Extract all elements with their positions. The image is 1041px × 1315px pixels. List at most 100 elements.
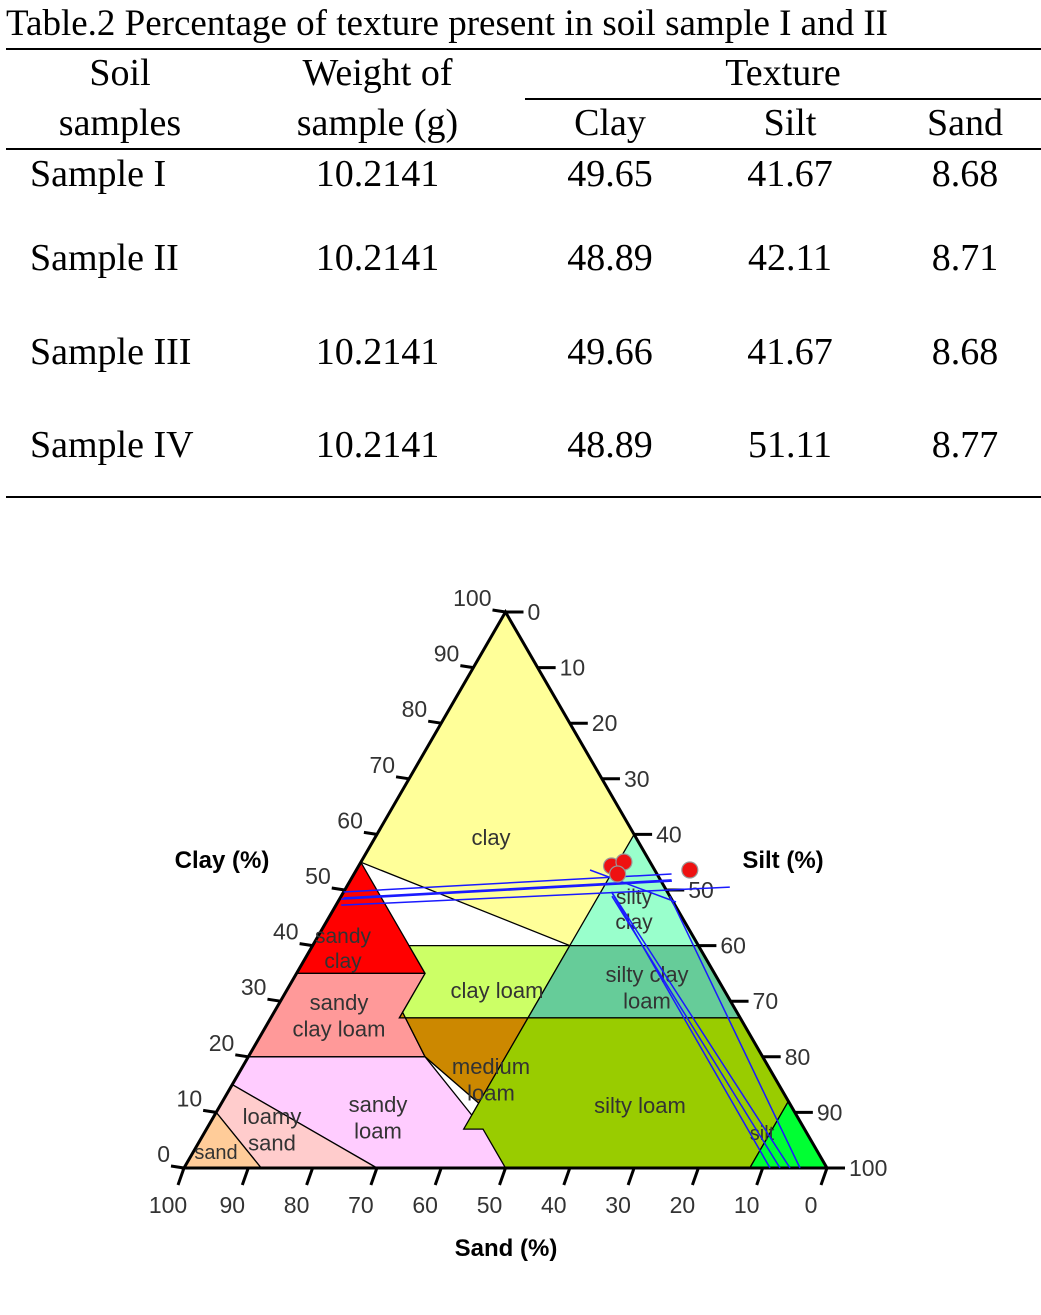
region-label-sandy-loam: sandy loam [349,1092,408,1143]
region-label-silty-clay-loam: silty clay loam [605,962,688,1013]
clay-tick-mark [427,719,442,725]
clay-tick-label: 10 [177,1085,203,1111]
header-bottom-rule [6,148,1041,150]
silt-tick-label: 40 [656,821,682,847]
clay-tick-mark [363,830,378,836]
header-silt: Silt [763,102,817,144]
sand-tick-label: 50 [477,1192,503,1218]
sample-weight: 10.2141 [315,237,440,279]
region-label-silty-loam: silty loam [594,1093,686,1118]
silt-tick-label: 50 [688,877,714,903]
header-texture: Texture [725,52,841,94]
sand-axis-title: Sand (%) [455,1235,558,1262]
sample-clay: 49.66 [567,331,653,373]
sample-silt: 41.67 [747,331,833,373]
sample-name: Sample II [30,237,179,279]
clay-tick-label: 70 [369,752,395,778]
silt-tick-label: 30 [624,766,650,792]
silt-tick-label: 100 [849,1155,887,1181]
sample-point [608,865,627,883]
table-bottom-rule [6,496,1041,498]
sand-tick-label: 40 [541,1192,567,1218]
clay-tick-label: 0 [157,1141,170,1167]
sample-silt: 41.67 [747,153,833,195]
sand-guide-line [669,895,801,1169]
silt-tick-label: 80 [785,1044,811,1070]
header-sand: Sand [927,102,1003,144]
sample-name: Sample III [30,331,192,373]
region-label-sandy-clay: sandy clay [315,925,372,973]
header-soil-samples-line2: samples [58,102,182,144]
clay-guide-line [341,880,672,900]
sand-tick-mark [176,1167,186,1186]
clay-tick-mark [267,997,281,1003]
silt-guide-line [589,869,677,903]
clay-tick-label: 30 [241,974,267,1000]
sand-tick-mark [562,1167,572,1186]
silt-tick-label: 60 [720,933,746,959]
region-label-sandy-clay-loam: sandy clay loam [293,990,386,1041]
table-top-rule [6,48,1041,50]
silt-tick-label: 0 [528,599,541,625]
sample-clay: 48.89 [567,424,653,466]
clay-tick-label: 60 [337,807,363,833]
table-caption: Table.2 Percentage of texture present in… [6,3,889,44]
region-label-clay: clay [471,825,510,850]
clay-tick-label: 20 [209,1030,235,1056]
sample-weight: 10.2141 [315,153,440,195]
sample-sand: 8.68 [931,331,999,373]
sample-silt: 51.11 [747,424,833,466]
header-weight-line1: Weight of [302,52,453,94]
sample-guide-lines [341,869,801,1169]
silt-tick-label: 70 [753,988,779,1014]
clay-tick-mark [331,886,345,892]
sample-silt: 42.11 [747,237,833,279]
region-label-loamy-sand: loamy sand [243,1104,302,1155]
clay-tick-label: 80 [402,696,428,722]
sand-tick-mark [433,1167,443,1186]
sand-tick-label: 20 [670,1192,696,1218]
sand-guide-line [611,895,781,1169]
clay-tick-mark [460,664,474,670]
sand-tick-mark [819,1167,829,1186]
clay-tick-label: 50 [305,863,331,889]
clay-tick-mark [492,608,506,614]
sample-weight: 10.2141 [315,424,440,466]
clay-guide-line [343,879,672,899]
sand-tick-label: 30 [605,1192,631,1218]
header-clay: Clay [574,102,646,144]
silt-tick-label: 20 [592,710,618,736]
clay-tick-label: 90 [434,641,460,667]
silt-tick-label: 10 [560,655,586,681]
region-label-medium-loam: medium loam [452,1054,530,1105]
region-label-sand: sand [194,1142,237,1164]
sample-sand: 8.77 [931,424,999,466]
sand-tick-label: 70 [348,1192,374,1218]
texture-group-rule [525,98,1041,100]
sand-tick-label: 80 [284,1192,310,1218]
clay-axis-title: Clay (%) [175,847,270,874]
sample-clay: 48.89 [567,237,653,279]
sand-tick-mark [755,1167,765,1186]
sample-point [681,861,699,879]
sand-tick-mark [369,1167,379,1186]
sand-tick-label: 90 [220,1192,246,1218]
sand-tick-label: 60 [412,1192,438,1218]
clay-tick-mark [235,1053,249,1059]
sand-tick-mark [498,1167,507,1186]
sample-name: Sample IV [30,424,194,466]
sand-tick-label: 10 [734,1192,760,1218]
region-sandy-clay-loam [247,972,427,1058]
sample-clay: 49.65 [567,153,653,195]
clay-tick-label: 40 [273,919,299,945]
clay-tick-mark [299,942,313,948]
sample-points [602,853,699,883]
clay-guide-line [341,886,730,906]
sample-name: Sample I [30,153,167,195]
sand-tick-mark [305,1167,315,1186]
clay-tick-label: 100 [453,585,491,611]
region-label-clay-loam: clay loam [451,978,544,1003]
silt-axis-title: Silt (%) [742,847,823,874]
sand-tick-mark [690,1167,700,1186]
